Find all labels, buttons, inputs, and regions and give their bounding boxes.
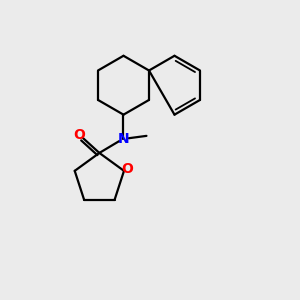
Text: N: N <box>118 132 129 146</box>
Text: O: O <box>122 162 134 176</box>
Text: O: O <box>74 128 85 142</box>
